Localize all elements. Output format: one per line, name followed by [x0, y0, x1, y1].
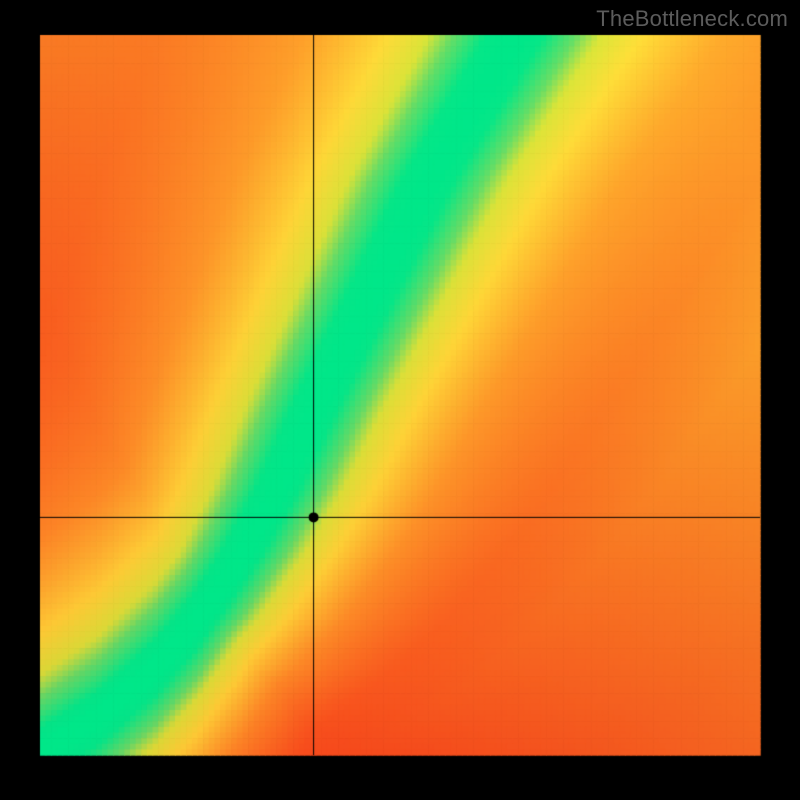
watermark-text: TheBottleneck.com — [596, 6, 788, 32]
heatmap-canvas — [0, 0, 800, 800]
chart-container: TheBottleneck.com — [0, 0, 800, 800]
